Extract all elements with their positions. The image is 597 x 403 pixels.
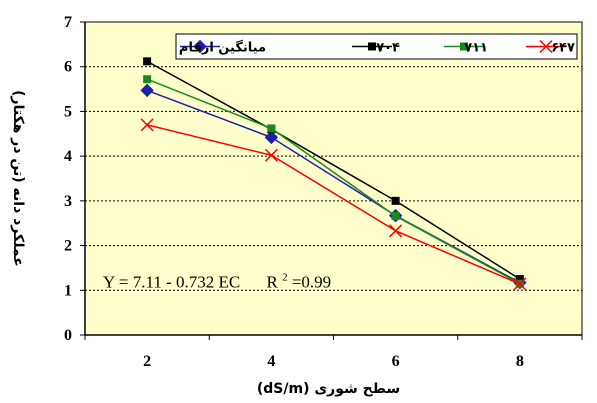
- data-point: [143, 75, 152, 84]
- y-tick-label: 0: [64, 327, 72, 344]
- data-point: [264, 148, 278, 162]
- data-point: [264, 130, 279, 145]
- r-squared-value: =0.99: [292, 272, 331, 291]
- y-tick-label: 7: [64, 14, 72, 31]
- x-tick-label: 4: [267, 353, 275, 370]
- data-point: [513, 277, 527, 291]
- series: [140, 118, 527, 291]
- r-squared-symbol: R: [267, 272, 279, 291]
- legend-entry: ۷۱۱: [444, 41, 488, 56]
- x-axis-title: سطح شوری (dS/m): [257, 381, 400, 397]
- legend: میانگین ارقام ۷۰۴ ۷۱۱ ۶۴۷: [175, 33, 578, 60]
- legend-label: ۷۱۱: [464, 41, 488, 56]
- legend-label: میانگین ارقام: [179, 40, 266, 56]
- series-line: [146, 60, 521, 280]
- x-tick-label: 8: [516, 353, 524, 370]
- legend-label: ۷۰۴: [376, 41, 400, 56]
- plot-area: [85, 22, 582, 335]
- y-tick-label: 3: [64, 193, 72, 210]
- legend-entry: ۶۴۷: [526, 39, 575, 56]
- x-tick-label: 2: [143, 353, 151, 370]
- data-point: [140, 118, 154, 132]
- legend-entry: میانگین ارقام: [179, 40, 266, 56]
- series-line: [146, 78, 521, 285]
- series-layer: [140, 57, 527, 291]
- x-tick-labels: 2 4 6 8: [143, 353, 524, 370]
- data-point: [143, 57, 152, 66]
- series-line: [146, 124, 521, 285]
- legend-entry: ۷۰۴: [352, 41, 400, 56]
- y-axis-title: عملکرد دانه (تن در هکتار): [10, 90, 26, 267]
- x-tick-label: 6: [392, 353, 400, 370]
- axes-layer: [80, 21, 583, 340]
- legend-marker: [368, 42, 376, 51]
- legend-marker: [460, 42, 468, 51]
- legend-marker: [193, 39, 207, 54]
- regression-equation: Y = 7.11 - 0.732 EC: [103, 272, 240, 291]
- r-squared-exponent: 2: [282, 271, 288, 283]
- data-point: [391, 196, 400, 205]
- y-tick-labels: 0 1 2 3 4 5 6 7: [64, 14, 72, 344]
- y-tick-label: 1: [64, 282, 72, 299]
- y-tick-label: 4: [64, 148, 72, 165]
- data-point: [267, 124, 276, 133]
- data-point: [389, 224, 403, 238]
- legend-marker: [539, 39, 553, 54]
- data-point: [140, 83, 154, 98]
- data-point: [391, 212, 400, 221]
- y-tick-label: 5: [64, 103, 72, 120]
- y-tick-label: 2: [64, 238, 72, 255]
- legend-label: ۶۴۷: [551, 41, 575, 56]
- y-tick-label: 6: [64, 59, 72, 76]
- regression-annotation: Y = 7.11 - 0.732 EC R 2 =0.99: [103, 265, 331, 291]
